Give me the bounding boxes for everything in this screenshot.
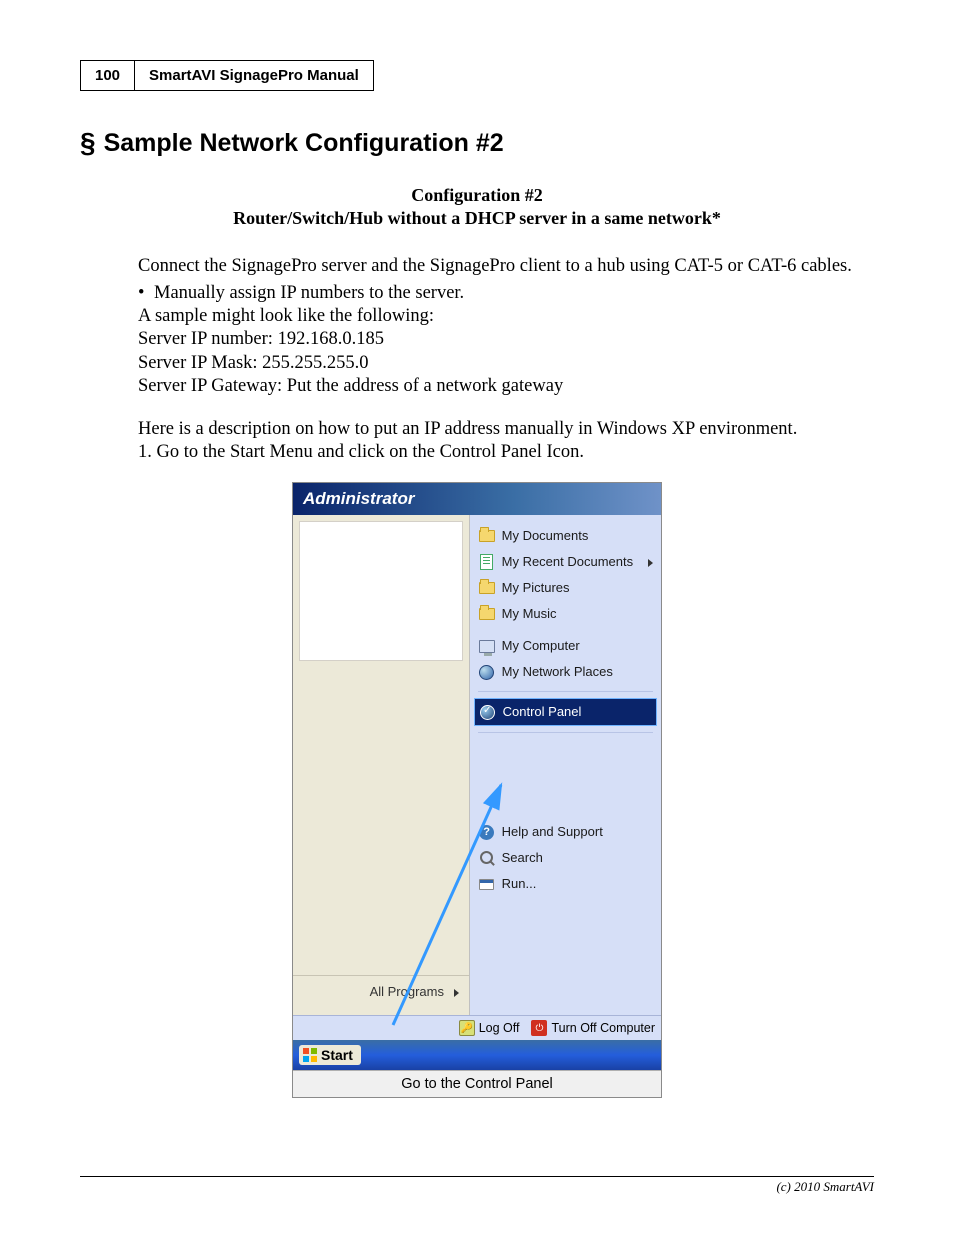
menu-label: Run... — [502, 877, 537, 891]
menu-label: My Computer — [502, 639, 580, 653]
desc-line: Here is a description on how to put an I… — [138, 418, 854, 441]
page-number: 100 — [80, 60, 135, 91]
section-title-text: Sample Network Configuration #2 — [104, 129, 504, 158]
menu-item-my-music[interactable]: My Music — [470, 601, 661, 627]
menu-label: Help and Support — [502, 825, 603, 839]
computer-icon — [478, 637, 496, 655]
bullet-line: • Manually assign IP numbers to the serv… — [138, 282, 854, 305]
server-gateway: Server IP Gateway: Put the address of a … — [138, 375, 854, 398]
all-programs-item[interactable]: All Programs — [293, 975, 469, 1003]
turnoff-button[interactable]: ⏻ Turn Off Computer — [531, 1020, 655, 1036]
copyright: (c) 2010 SmartAVI — [776, 1179, 874, 1194]
bullet-text: Manually assign IP numbers to the server… — [154, 282, 464, 305]
start-label: Start — [321, 1047, 353, 1063]
start-menu-right-pane: My Documents My Recent Documents My Pict… — [470, 515, 661, 1015]
sample-intro: A sample might look like the following: — [138, 305, 854, 328]
menu-item-control-panel[interactable]: Control Panel — [474, 698, 657, 726]
globe-icon — [478, 663, 496, 681]
all-programs-label: All Programs — [370, 984, 444, 999]
start-menu-bottom-bar: 🔑 Log Off ⏻ Turn Off Computer — [293, 1015, 661, 1040]
menu-label: My Pictures — [502, 581, 570, 595]
taskbar: Start — [293, 1040, 661, 1070]
separator — [478, 732, 653, 733]
screenshot-caption: Go to the Control Panel — [293, 1070, 661, 1097]
help-icon: ? — [478, 823, 496, 841]
menu-item-my-computer[interactable]: My Computer — [470, 633, 661, 659]
control-panel-icon — [479, 703, 497, 721]
section-symbol: § — [80, 127, 96, 159]
server-ip: Server IP number: 192.168.0.185 — [138, 328, 854, 351]
menu-label: My Documents — [502, 529, 589, 543]
folder-icon — [478, 605, 496, 623]
page-footer: (c) 2010 SmartAVI — [80, 1176, 874, 1195]
key-icon: 🔑 — [459, 1020, 475, 1036]
config-subtitle: Router/Switch/Hub without a DHCP server … — [80, 208, 874, 229]
menu-label: Search — [502, 851, 543, 865]
chevron-right-icon — [648, 559, 653, 567]
menu-item-run[interactable]: Run... — [470, 871, 661, 897]
paragraph-intro: Connect the SignagePro server and the Si… — [138, 255, 854, 278]
logoff-label: Log Off — [479, 1021, 520, 1035]
folder-icon — [478, 527, 496, 545]
start-menu-left-pane: All Programs — [293, 515, 470, 1015]
section-title: § Sample Network Configuration #2 — [80, 127, 874, 159]
chevron-right-icon — [454, 989, 459, 997]
document-icon — [478, 553, 496, 571]
turnoff-label: Turn Off Computer — [551, 1021, 655, 1035]
search-icon — [478, 849, 496, 867]
menu-label: Control Panel — [503, 705, 582, 719]
server-mask: Server IP Mask: 255.255.255.0 — [138, 352, 854, 375]
menu-item-my-pictures[interactable]: My Pictures — [470, 575, 661, 601]
separator — [478, 691, 653, 692]
logoff-button[interactable]: 🔑 Log Off — [459, 1020, 520, 1036]
start-button[interactable]: Start — [299, 1045, 361, 1065]
menu-item-my-recent-documents[interactable]: My Recent Documents — [470, 549, 661, 575]
start-menu-screenshot: Administrator All Programs My Documents … — [292, 482, 662, 1098]
menu-label: My Network Places — [502, 665, 613, 679]
bullet-dot: • — [138, 282, 154, 305]
start-menu-user: Administrator — [293, 483, 661, 515]
menu-item-search[interactable]: Search — [470, 845, 661, 871]
power-icon: ⏻ — [531, 1020, 547, 1036]
menu-item-my-documents[interactable]: My Documents — [470, 523, 661, 549]
menu-item-help-support[interactable]: ? Help and Support — [470, 819, 661, 845]
manual-title: SmartAVI SignagePro Manual — [135, 60, 374, 91]
windows-logo-icon — [303, 1048, 317, 1062]
pinned-area — [299, 521, 463, 661]
folder-icon — [478, 579, 496, 597]
menu-label: My Music — [502, 607, 557, 621]
menu-label: My Recent Documents — [502, 555, 634, 569]
run-icon — [478, 875, 496, 893]
step-1: 1. Go to the Start Menu and click on the… — [138, 441, 854, 464]
config-title: Configuration #2 — [80, 185, 874, 206]
page-header: 100 SmartAVI SignagePro Manual — [80, 60, 874, 91]
menu-item-my-network-places[interactable]: My Network Places — [470, 659, 661, 685]
